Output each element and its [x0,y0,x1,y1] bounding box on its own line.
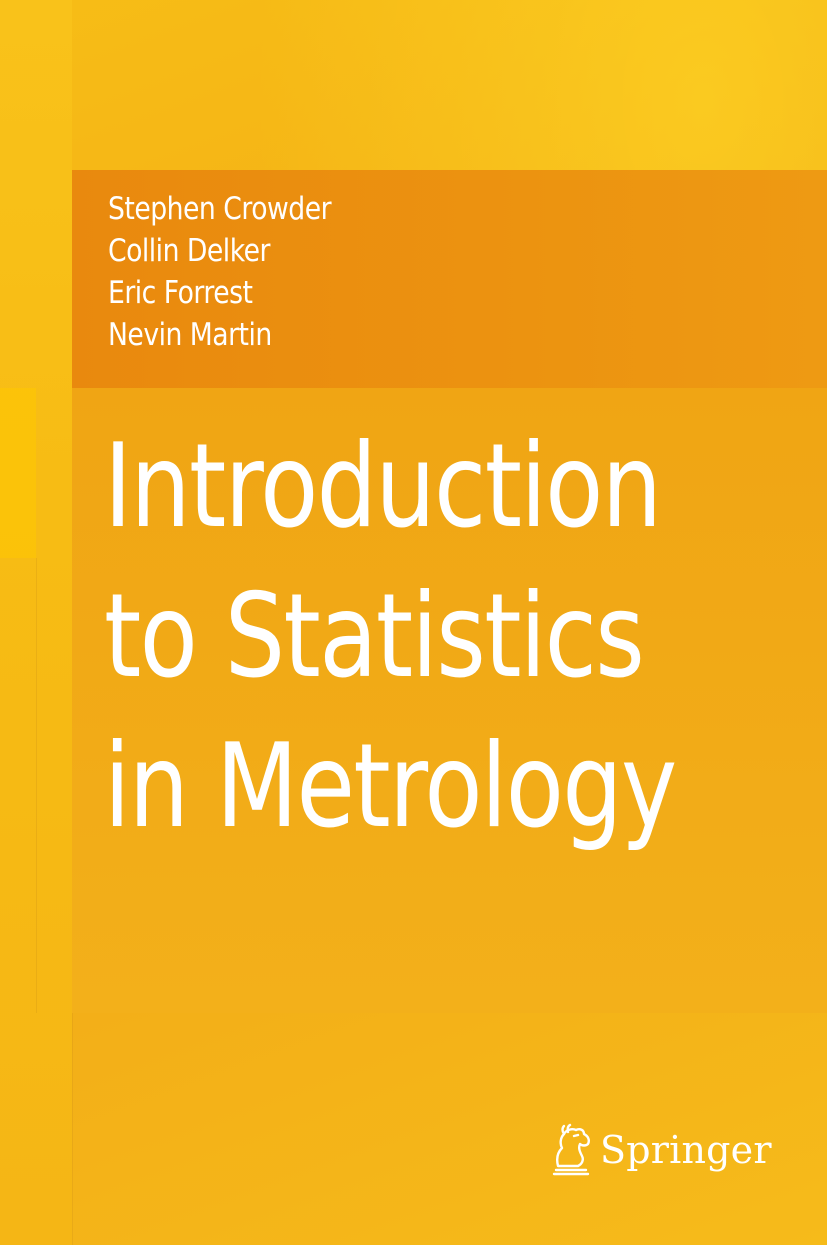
springer-horse-icon [552,1123,590,1176]
author-name: Eric Forrest [108,275,253,311]
divider-line [72,1013,73,1245]
publisher-name: Springer [600,1128,772,1172]
publisher-imprint: Springer [548,1118,772,1182]
author-name: Nevin Martin [108,317,272,353]
left-strip-accent [0,388,36,558]
book-title-line: in Metrology [104,719,677,854]
divider-line [36,558,37,1013]
book-title-line: Introduction [104,419,662,554]
author-band [72,170,827,388]
title-panel [72,388,827,1013]
author-list: Stephen Crowder Collin Delker Eric Forre… [108,188,367,356]
book-title: Introduction to Statistics in Metrology [104,412,677,862]
author-name: Stephen Crowder [108,191,332,227]
book-title-line: to Statistics [104,569,645,704]
left-strip [0,0,72,1245]
author-name: Collin Delker [108,233,271,269]
